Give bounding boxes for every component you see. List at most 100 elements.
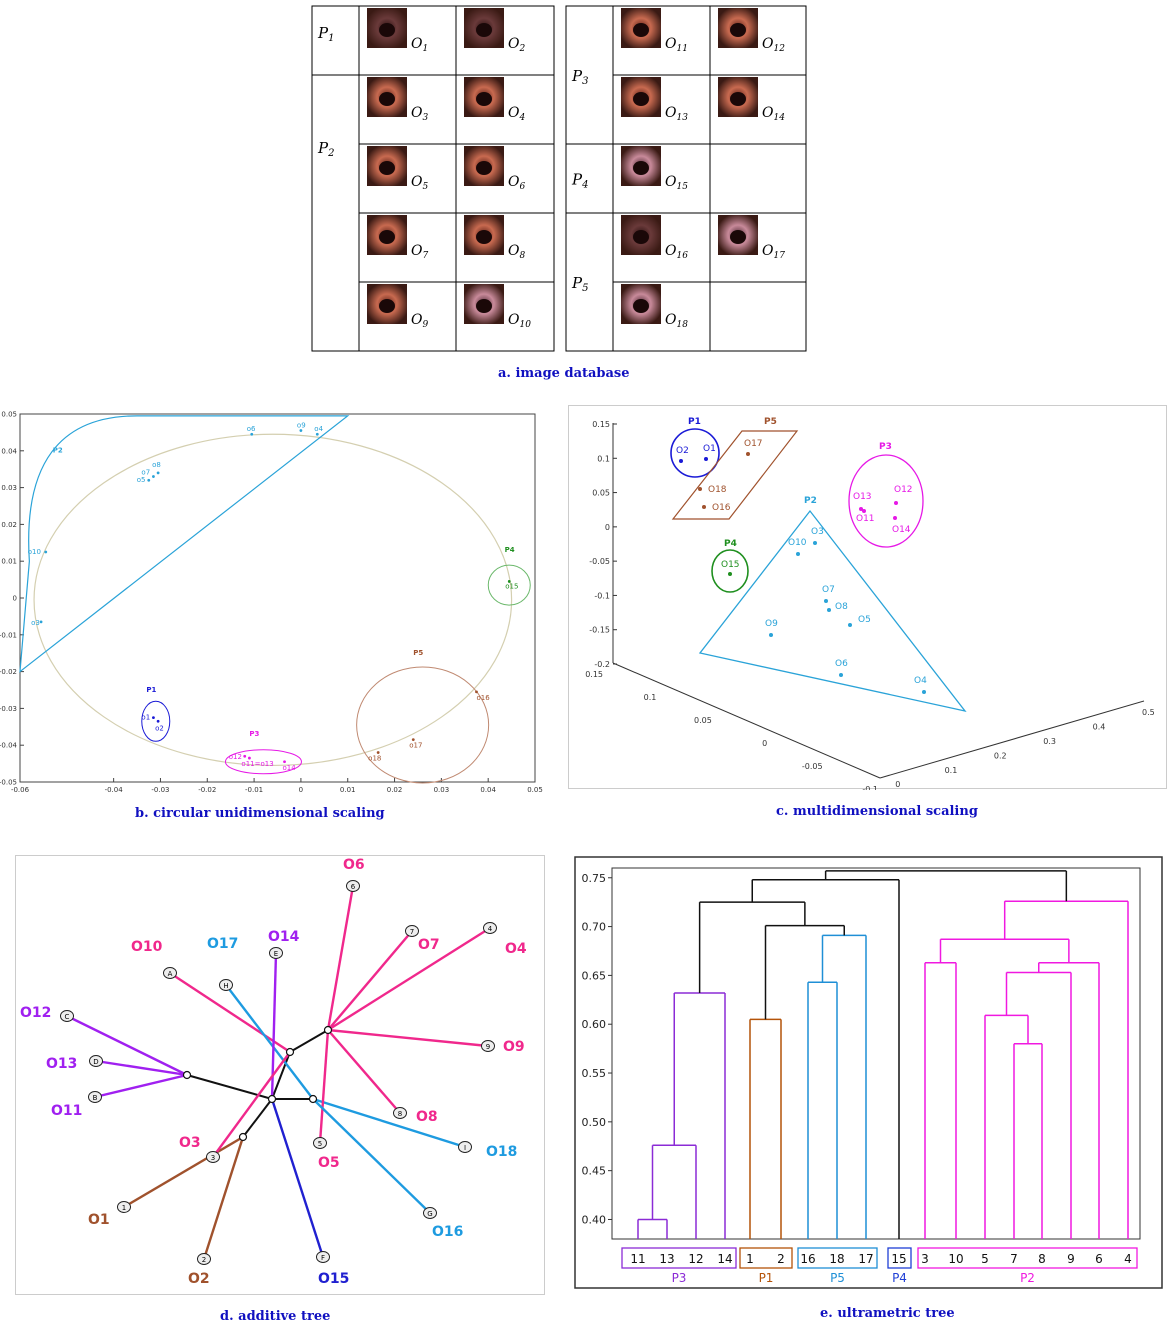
- tree-leaf-node-id: G: [427, 1210, 432, 1218]
- data-point-O15: [728, 572, 732, 576]
- tree-leaf-node-id: 6: [351, 883, 356, 891]
- image-label: O7: [411, 243, 428, 261]
- x-floor-tick-label: 0: [895, 780, 900, 789]
- point-label-o6: o6: [247, 425, 256, 433]
- y-tick-label: -0.04: [0, 742, 18, 750]
- tree-internal-edge: [289, 1029, 329, 1053]
- tree-leaf-label-O5: O5: [318, 1155, 340, 1171]
- image-label: O5: [411, 174, 428, 192]
- z-tick-label: -0.15: [589, 626, 610, 635]
- tree-leaf-label-O11: O11: [51, 1103, 82, 1119]
- data-point-o14: [283, 760, 286, 764]
- leaf-label-9: 9: [1067, 1252, 1075, 1266]
- caption-ultrametric-tree: e. ultrametric tree: [820, 1306, 955, 1321]
- tree-leaf-label-O18: O18: [486, 1144, 517, 1160]
- image-label: O16: [665, 243, 688, 261]
- point-label-o5: o5: [137, 476, 146, 484]
- data-point-O16: [702, 505, 706, 509]
- x-tick-label: -0.06: [11, 786, 30, 794]
- data-point-o6: [250, 432, 254, 436]
- point-label-o9: o9: [297, 422, 306, 430]
- tree-leaf-label-O4: O4: [505, 941, 527, 957]
- plot-frame: [19, 413, 536, 783]
- patient-label: P5: [571, 274, 588, 294]
- tree-leaf-node-id: 3: [211, 1154, 215, 1162]
- tree-leaf-node-id: 4: [488, 925, 493, 933]
- image-label: O11: [665, 36, 688, 54]
- tree-leaf-node-id: 7: [410, 928, 414, 936]
- endoscopy-thumbnail: O8: [464, 215, 525, 261]
- tree-leaf-node-id: H: [223, 982, 228, 990]
- tree-internal-edge: [242, 1098, 273, 1138]
- tree-leaf-node: [197, 1253, 211, 1265]
- leaf-label-2: 2: [777, 1252, 785, 1266]
- tree-leaf-label-O10: O10: [131, 939, 163, 955]
- tree-leaf-label-O15: O15: [318, 1271, 349, 1287]
- cluster-label-P2: P2: [804, 496, 817, 506]
- caption-additive-tree: d. additive tree: [220, 1309, 331, 1324]
- tree-leaf-label-O14: O14: [268, 929, 300, 945]
- leaf-label-17: 17: [858, 1252, 873, 1266]
- tree-edge-O8: [327, 1029, 401, 1114]
- x-tick-label: -0.02: [198, 786, 216, 794]
- image-label: O13: [665, 105, 688, 123]
- point-label-o11=o13: o11=o13: [241, 760, 273, 768]
- x-tick-label: -0.04: [105, 786, 124, 794]
- tree-leaf-node: [117, 1201, 131, 1213]
- point-label-O7: O7: [822, 585, 835, 595]
- y-tick-label: 0.75: [582, 872, 607, 885]
- data-point-o2: [156, 719, 160, 723]
- leaf-label-1: 1: [746, 1252, 754, 1266]
- cluster-label-P4: P4: [505, 546, 515, 554]
- y-floor-tick-label: 0.15: [585, 670, 603, 679]
- tree-edge-O15: [270, 1098, 325, 1258]
- tree-leaf-node: [163, 967, 177, 979]
- y-floor-tick-label: 0.1: [644, 693, 657, 702]
- point-label-o18: o18: [368, 755, 381, 763]
- plot-frame: [611, 867, 1141, 1240]
- x-tick-label: 0.01: [340, 786, 356, 794]
- point-label-o3: o3: [31, 619, 40, 627]
- cluster-outline-P4: [487, 564, 531, 606]
- data-point-o11=o13: [248, 756, 251, 760]
- endoscopy-thumbnail: O7: [367, 215, 428, 261]
- tree-leaf-label-O12: O12: [20, 1005, 51, 1021]
- lumen-dark-area: [476, 161, 492, 175]
- point-label-o2: o2: [155, 724, 164, 732]
- y-tick-label: 0.60: [582, 1018, 607, 1031]
- data-point-O1: [704, 457, 708, 461]
- z-tick-label: -0.2: [594, 660, 610, 669]
- y-tick-label: 0.45: [582, 1165, 607, 1178]
- x-tick-label: -0.01: [245, 786, 263, 794]
- data-point-O13: [859, 507, 863, 511]
- endoscopy-thumbnail: O13: [621, 77, 688, 123]
- point-label-O6: O6: [835, 659, 848, 669]
- tree-leaf-node-id: 1: [122, 1204, 126, 1212]
- tree-leaf-label-O2: O2: [188, 1271, 210, 1287]
- point-label-O11: O11: [856, 514, 875, 524]
- lumen-dark-area: [379, 230, 395, 244]
- tree-leaf-node: [219, 979, 233, 991]
- image-label: O18: [665, 312, 688, 330]
- cluster-outline-P2: [698, 509, 967, 713]
- endoscopy-thumbnail: O1: [367, 8, 428, 54]
- point-label-O3: O3: [811, 527, 824, 537]
- tree-internal-node: [238, 1132, 248, 1142]
- tree-leaf-node-id: C: [65, 1013, 70, 1021]
- caption-circular-scaling: b. circular unidimensional scaling: [135, 806, 385, 821]
- lumen-dark-area: [476, 23, 492, 37]
- cluster-label-P5: P5: [413, 649, 423, 657]
- data-point-O2: [679, 459, 683, 463]
- figure-frame: [574, 856, 1163, 1289]
- y-tick-label: 0.55: [582, 1067, 607, 1080]
- endoscopy-thumbnail: O4: [464, 77, 525, 123]
- cluster-outline-P1: [670, 428, 720, 478]
- data-point-O11: [862, 509, 866, 513]
- data-point-O9: [769, 633, 773, 637]
- y-tick-label: 0.50: [582, 1116, 607, 1129]
- cluster-label-P2: P2: [53, 447, 63, 455]
- tree-internal-node: [308, 1094, 318, 1104]
- x-floor-tick-label: 0.5: [1142, 708, 1155, 717]
- point-label-o16: o16: [476, 694, 490, 702]
